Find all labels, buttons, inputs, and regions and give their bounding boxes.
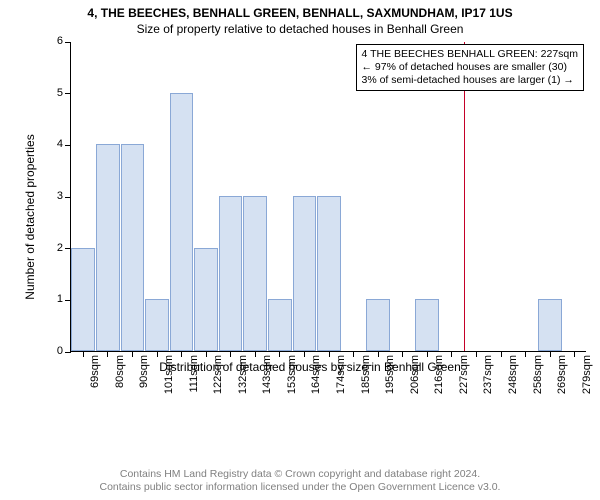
x-tick: [378, 351, 379, 357]
x-tick: [83, 351, 84, 357]
y-tick-label: 5: [45, 87, 63, 99]
bar: [415, 299, 439, 351]
y-axis-label: Number of detached properties: [23, 134, 37, 299]
x-tick: [230, 351, 231, 357]
y-tick-label: 0: [45, 345, 63, 357]
bar: [268, 299, 292, 351]
y-tick: [65, 93, 71, 94]
x-tick: [255, 351, 256, 357]
x-axis-label: Distribution of detached houses by size …: [34, 360, 586, 478]
footer-line-1: Contains HM Land Registry data © Crown c…: [0, 468, 600, 481]
y-tick-label: 4: [45, 138, 63, 150]
x-tick: [574, 351, 575, 357]
bar: [538, 299, 562, 351]
annotation-line-3: 3% of semi-detached houses are larger (1…: [362, 74, 579, 87]
x-tick: [157, 351, 158, 357]
bar: [96, 144, 120, 351]
bar: [194, 248, 218, 351]
x-tick: [353, 351, 354, 357]
x-tick: [107, 351, 108, 357]
x-tick: [476, 351, 477, 357]
y-tick: [65, 145, 71, 146]
x-tick: [304, 351, 305, 357]
footer-line-2: Contains public sector information licen…: [0, 481, 600, 494]
bar: [293, 196, 317, 351]
footer: Contains HM Land Registry data © Crown c…: [0, 468, 600, 494]
bar: [366, 299, 390, 351]
bar: [219, 196, 243, 351]
x-tick: [132, 351, 133, 357]
bar: [145, 299, 169, 351]
bar: [317, 196, 341, 351]
y-tick: [65, 300, 71, 301]
x-tick: [525, 351, 526, 357]
annotation-line-1: 4 THE BEECHES BENHALL GREEN: 227sqm: [362, 48, 579, 61]
y-tick-label: 6: [45, 35, 63, 47]
y-tick: [65, 352, 71, 353]
x-tick: [181, 351, 182, 357]
y-tick: [65, 197, 71, 198]
chart-title-sub: Size of property relative to detached ho…: [0, 20, 600, 40]
x-tick: [501, 351, 502, 357]
x-tick: [451, 351, 452, 357]
x-tick: [402, 351, 403, 357]
y-tick: [65, 248, 71, 249]
annotation-line-2: ← 97% of detached houses are smaller (30…: [362, 61, 579, 74]
y-tick-label: 2: [45, 242, 63, 254]
chart-title-address: 4, THE BEECHES, BENHALL GREEN, BENHALL, …: [0, 0, 600, 20]
x-tick: [329, 351, 330, 357]
bar: [71, 248, 95, 351]
bar: [170, 93, 194, 351]
chart-area: Number of detached properties 4 THE BEEC…: [34, 42, 586, 392]
bar: [121, 144, 145, 351]
annotation-box: 4 THE BEECHES BENHALL GREEN: 227sqm ← 97…: [356, 44, 585, 91]
x-tick: [279, 351, 280, 357]
plot-area: 4 THE BEECHES BENHALL GREEN: 227sqm ← 97…: [70, 42, 586, 352]
y-tick-label: 3: [45, 190, 63, 202]
y-tick-label: 1: [45, 293, 63, 305]
bar: [243, 196, 267, 351]
x-tick: [427, 351, 428, 357]
x-tick: [550, 351, 551, 357]
y-tick: [65, 42, 71, 43]
x-tick: [206, 351, 207, 357]
